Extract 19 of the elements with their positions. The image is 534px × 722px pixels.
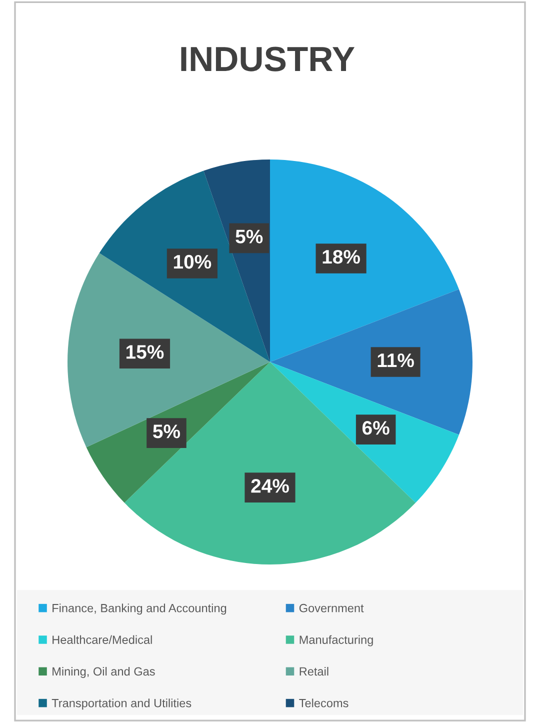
data-label: 18% <box>322 250 360 264</box>
legend-label: Finance, Banking and Accounting <box>52 604 226 615</box>
legend-label: Retail <box>300 666 328 676</box>
data-label: 5% <box>236 230 263 244</box>
pie-slice <box>270 289 472 435</box>
pie-slice <box>68 253 270 448</box>
data-label: 24% <box>251 479 289 493</box>
legend-label: Manufacturing <box>300 635 373 646</box>
legend-label: Mining, Oil and Gas <box>52 666 155 678</box>
data-label: 5% <box>153 424 180 438</box>
chart-title: INDUSTRY <box>181 46 355 72</box>
legend-label: Transportation and Utilities <box>52 698 192 710</box>
legend-label: Healthcare/Medical <box>52 635 152 644</box>
data-label: 10% <box>174 254 212 269</box>
data-label: 15% <box>126 345 164 359</box>
legend-label: Telecoms <box>299 698 348 708</box>
legend-label: Government <box>299 604 364 612</box>
data-label: 6% <box>362 421 390 435</box>
data-label: 11% <box>378 354 414 368</box>
